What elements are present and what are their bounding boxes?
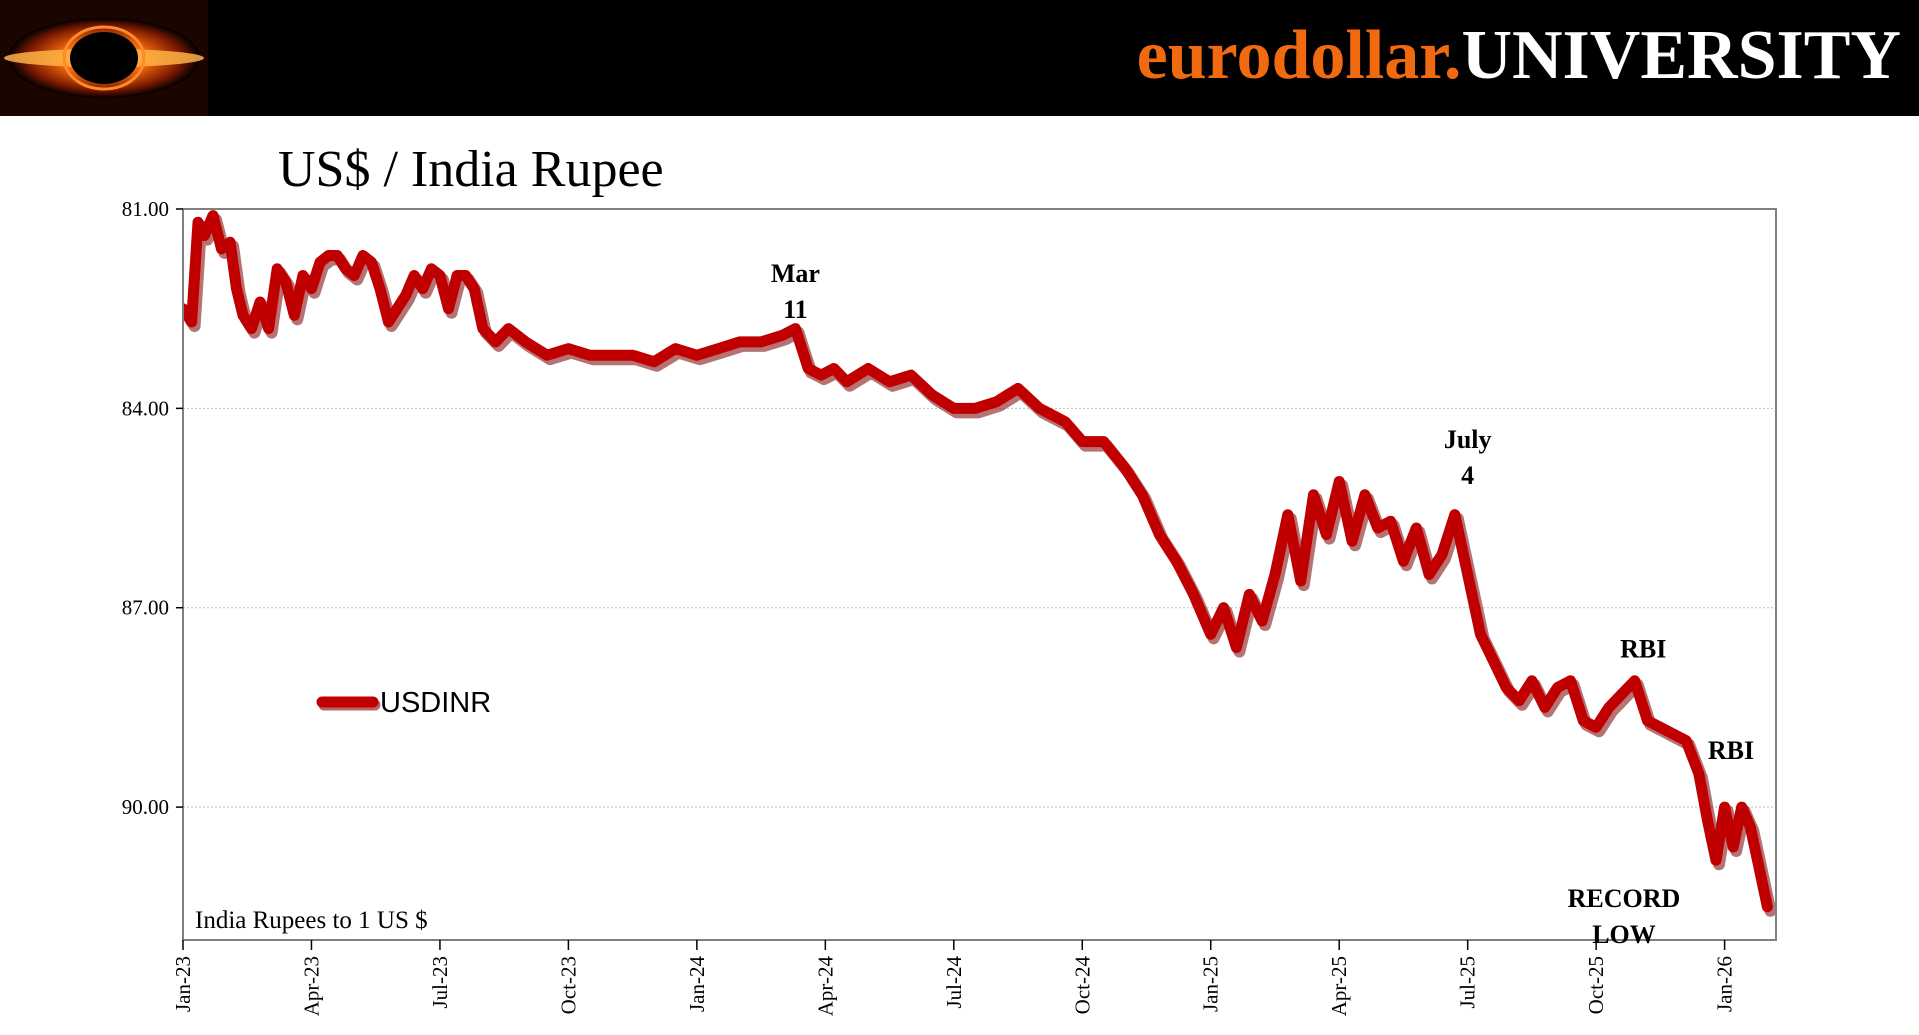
annotation-label: July 4 — [1444, 425, 1492, 490]
y-axis-label: India Rupees to 1 US $ — [195, 907, 428, 934]
x-tick-label: Jan-23 — [171, 956, 195, 1012]
x-tick-label: Jan-25 — [1199, 956, 1223, 1012]
x-tick-label: Apr-25 — [1327, 956, 1351, 1016]
annotation-label: RBI — [1620, 635, 1666, 664]
x-tick-label: Oct-25 — [1584, 956, 1608, 1014]
x-tick-label: Jan-24 — [685, 956, 709, 1012]
chart-title: US$ / India Rupee — [278, 141, 664, 198]
x-tick-label: Jul-25 — [1456, 956, 1480, 1009]
brand-wordmark: eurodollar.UNIVERSITY — [1137, 14, 1901, 98]
plot-area — [182, 208, 1777, 941]
header-banner: eurodollar.UNIVERSITY — [0, 0, 1919, 116]
x-tick-label: Oct-24 — [1070, 956, 1094, 1015]
x-tick-label: Jan-26 — [1713, 956, 1737, 1012]
y-axis: 81.00 84.00 87.00 90.00 — [122, 197, 183, 819]
y-tick-label: 90.00 — [122, 795, 169, 819]
series-line-usdinr — [183, 210, 1773, 913]
gridlines — [183, 407, 1776, 808]
x-tick-label: Jul-23 — [428, 956, 452, 1009]
black-hole-logo — [0, 0, 208, 116]
x-tick-label: Apr-24 — [813, 956, 837, 1017]
annotation-label: RBI — [1708, 736, 1754, 765]
y-tick-label: 81.00 — [122, 197, 169, 221]
x-tick-label: Jul-24 — [942, 956, 966, 1009]
brand-part-university: UNIVERSITY — [1461, 17, 1901, 94]
x-tick-label: Oct-23 — [556, 956, 580, 1014]
brand-part-eurodollar: eurodollar. — [1136, 17, 1462, 94]
annotations: Mar 11 July 4 RBI RBI RECORD LOW — [771, 259, 1754, 949]
legend: USDINR — [316, 687, 491, 719]
series-layer — [183, 210, 1777, 917]
x-tick-label: Apr-23 — [299, 956, 323, 1016]
annotation-label: Mar 11 — [771, 259, 820, 324]
legend-label-usdinr: USDINR — [380, 687, 491, 719]
y-tick-label: 87.00 — [122, 596, 169, 620]
y-tick-label: 84.00 — [122, 396, 169, 420]
annotation-label: RECORD LOW — [1568, 884, 1681, 949]
x-axis: Jan-23 Apr-23 Jul-23 Oct-23 Jan-24 Apr-24 Jul-… — [171, 940, 1737, 1016]
